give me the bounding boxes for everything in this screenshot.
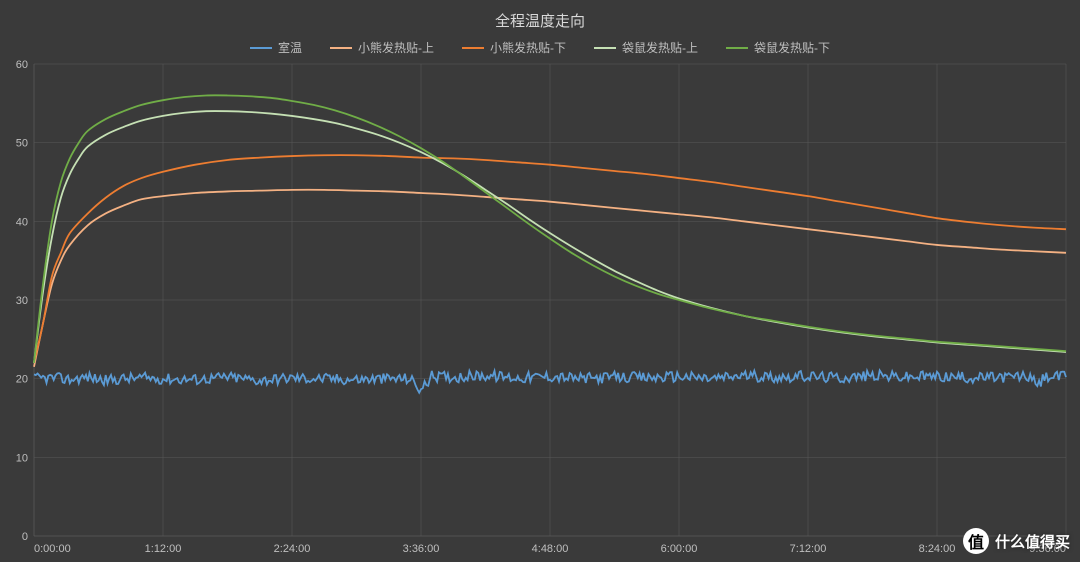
legend-swatch-2 xyxy=(462,47,484,49)
plot-area: 0 10 20 30 40 50 60 0:00:00 1:12:00 2:24:00 3:36:0… xyxy=(0,54,1080,562)
svg-text:1:12:00: 1:12:00 xyxy=(145,543,182,555)
svg-text:3:36:00: 3:36:00 xyxy=(403,543,440,555)
legend-swatch-1 xyxy=(330,47,352,49)
watermark: 值 什么值得买 xyxy=(963,528,1070,554)
legend-swatch-4 xyxy=(726,47,748,49)
svg-text:7:12:00: 7:12:00 xyxy=(790,543,827,555)
svg-text:40: 40 xyxy=(16,216,28,228)
chart-svg: 0 10 20 30 40 50 60 0:00:00 1:12:00 2:24:00 3:36:0… xyxy=(0,54,1080,562)
legend-swatch-3 xyxy=(594,47,616,49)
svg-text:6:00:00: 6:00:00 xyxy=(661,543,698,555)
svg-text:20: 20 xyxy=(16,374,28,386)
svg-text:50: 50 xyxy=(16,138,28,150)
svg-text:8:24:00: 8:24:00 xyxy=(919,543,956,555)
svg-text:10: 10 xyxy=(16,452,28,464)
svg-text:0: 0 xyxy=(22,531,28,543)
svg-text:4:48:00: 4:48:00 xyxy=(532,543,569,555)
svg-text:30: 30 xyxy=(16,295,28,307)
watermark-text: 什么值得买 xyxy=(995,531,1070,552)
legend-swatch-0 xyxy=(250,47,272,49)
svg-text:2:24:00: 2:24:00 xyxy=(274,543,311,555)
watermark-badge: 值 xyxy=(963,528,989,554)
svg-text:60: 60 xyxy=(16,59,28,71)
chart-title: 全程温度走向 xyxy=(0,0,1080,31)
svg-text:0:00:00: 0:00:00 xyxy=(34,543,71,555)
